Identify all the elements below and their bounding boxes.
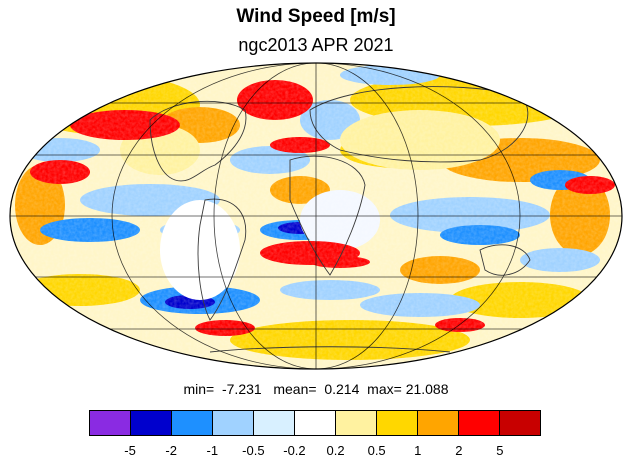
min-label: min= — [183, 381, 215, 397]
colorbar-tick-label: 2 — [455, 443, 463, 458]
colorbar-cell — [172, 411, 213, 435]
colorbar-tick-labels: -5 -2 -1 -0.5 -0.2 0.2 0.5 1 2 5 — [0, 443, 632, 463]
map-border — [9, 62, 623, 370]
plot-title: Wind Speed [m/s] — [236, 6, 396, 27]
colorbar-tick-label: -5 — [124, 443, 136, 458]
colorbar-cell — [213, 411, 254, 435]
colorbar-cell — [459, 411, 500, 435]
graticule — [10, 63, 622, 369]
colorbar-tick-label: 0.5 — [367, 443, 386, 458]
max-value: 21.088 — [405, 381, 449, 397]
colorbar-tick-label: -1 — [206, 443, 219, 458]
colorbar-cell — [254, 411, 295, 435]
colorbar-tick-label: 5 — [496, 443, 504, 458]
colorbar-tick-label: 1 — [414, 443, 422, 458]
colorbar-tick-label: -0.5 — [242, 443, 265, 458]
colorbar-tick-label: -2 — [165, 443, 177, 458]
colorbar-cell — [500, 411, 540, 435]
max-label: max= — [367, 381, 402, 397]
colorbar-cell — [377, 411, 418, 435]
colorbar-cell — [90, 411, 131, 435]
mean-label: mean= — [273, 381, 317, 397]
colorbar-tick-label: 0.2 — [326, 443, 345, 458]
summary-statistics: min= -7.231 mean= 0.214 max= 21.088 — [0, 381, 632, 397]
mean-value: 0.214 — [324, 381, 360, 397]
colorbar — [89, 410, 541, 436]
colorbar-cell — [295, 411, 336, 435]
colorbar-cell — [131, 411, 172, 435]
coastlines — [149, 86, 531, 353]
colorbar-cell — [336, 411, 377, 435]
colorbar-cell — [418, 411, 459, 435]
colorbar-tick-label: -0.2 — [283, 443, 306, 458]
min-value: -7.231 — [221, 381, 262, 397]
plot-subtitle: ngc2013 APR 2021 — [238, 35, 394, 55]
